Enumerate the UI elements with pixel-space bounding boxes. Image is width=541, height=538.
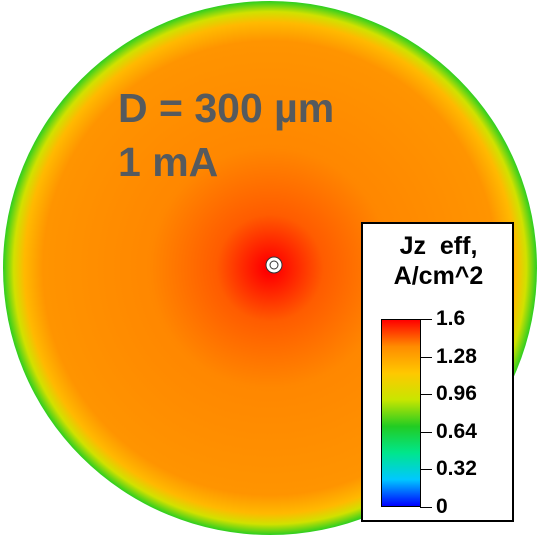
colorbar-tick-1 [420,356,432,358]
center-marker-inner [269,260,279,270]
colorbar-tick-label-1: 1.28 [436,344,477,368]
center-hotspot [265,256,283,274]
colorbar-tick-0 [420,319,432,320]
colorbar-tick-3 [420,431,432,433]
colorbar [381,319,421,507]
colorbar-tick-5 [420,507,432,508]
current-annotation: 1 mA [118,139,219,185]
colorbar-tick-4 [420,469,432,471]
colorbar-tick-2 [420,394,432,396]
legend-title-unit: A/cm^2 [393,262,484,290]
colorbar-tick-label-2: 0.96 [436,382,477,406]
colorbar-legend: Jz eff, A/cm^2 1.6 1.28 0.96 0.64 0.32 0 [361,222,514,522]
legend-title-quantity: Jz eff, [399,232,478,260]
colorbar-tick-label-0: 1.6 [436,307,466,330]
colorbar-tick-label-4: 0.32 [436,457,477,481]
colorbar-tick-label-5: 0 [436,495,448,518]
diameter-annotation: D = 300 µm [118,85,335,131]
colorbar-tick-label-3: 0.64 [436,419,477,443]
